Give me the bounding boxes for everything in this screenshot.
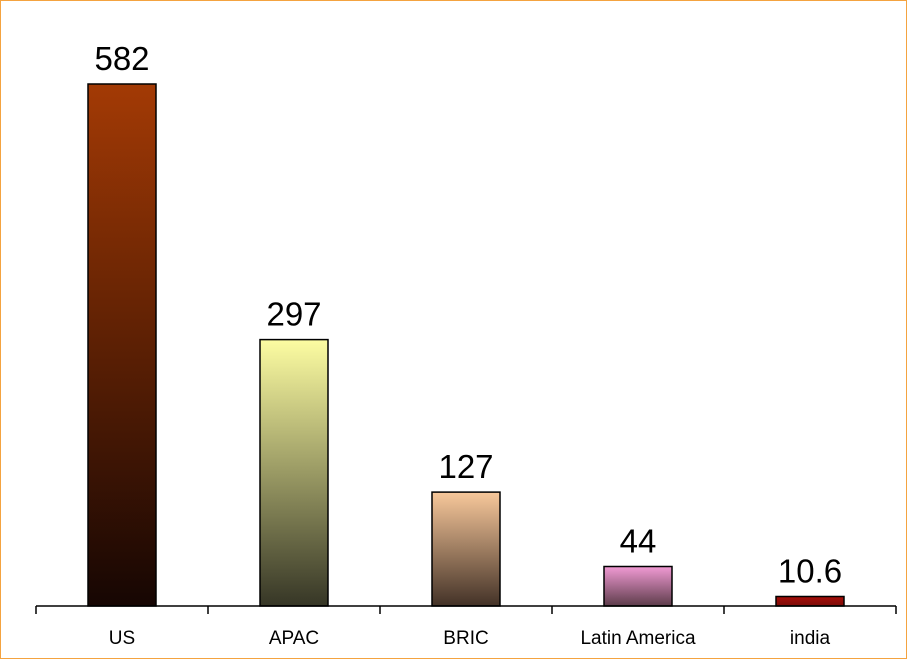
- bar-latin-america: [603, 565, 673, 607]
- x-tick-label: APAC: [269, 628, 319, 649]
- bar-us: [87, 83, 157, 607]
- bar-india: [775, 595, 845, 607]
- value-label: 44: [620, 523, 657, 560]
- value-label: 297: [266, 296, 321, 333]
- bars-layer: [87, 83, 845, 607]
- value-label: 10.6: [778, 553, 842, 590]
- x-tick-label: US: [109, 628, 135, 649]
- value-label: 127: [438, 448, 493, 485]
- bar-bric: [431, 491, 501, 607]
- x-axis: [35, 605, 897, 614]
- value-label: 582: [94, 40, 149, 77]
- x-tick-label: Latin America: [580, 628, 696, 649]
- value-labels-layer: 582 297 127 44 10.6: [94, 40, 842, 590]
- x-tick-label: india: [790, 628, 831, 649]
- x-tick-label: BRIC: [443, 628, 488, 649]
- x-tick-labels: US APAC BRIC Latin America india: [109, 628, 831, 649]
- bar-apac: [259, 338, 329, 607]
